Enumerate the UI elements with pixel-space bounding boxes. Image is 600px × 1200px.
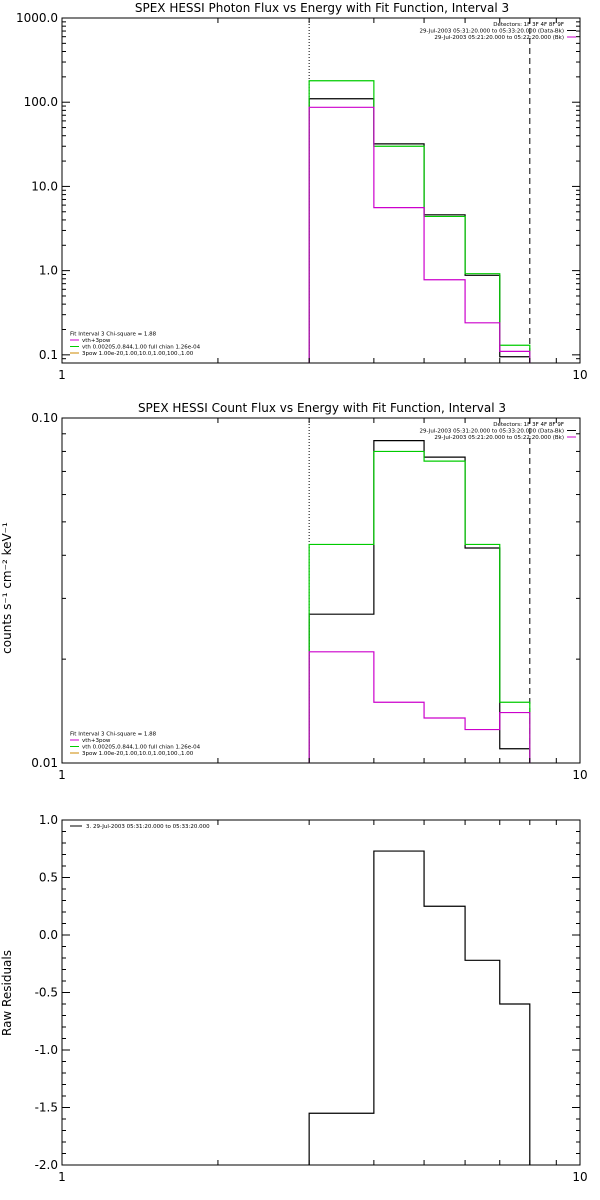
residuals-panel: Raw Residuals -2.0 -1.5 -1.0 -0.5 0.0 0.5 1.0 1… — [0, 813, 588, 1184]
x-tick-label: 10 — [572, 768, 587, 782]
legend-entry: 3. 29-Jul-2003 05:31:20.000 to 05:33:20.… — [86, 824, 210, 830]
y-tick-label: 0.10 — [31, 411, 58, 425]
legend-entry: 3pow 1.00e-20,1.00,10.0,1.00,100.,1.00 — [82, 351, 194, 357]
legend-entry: vth 0.00205,0.844,1.00 full chian 1.26e-… — [82, 745, 201, 751]
histogram-series-0 — [308, 850, 531, 1165]
legend-entry: vth+3pow — [82, 338, 111, 344]
y-tick-label: 0.1 — [39, 348, 58, 362]
photon-flux-panel: SPEX HESSI Photon Flux vs Energy with Fi… — [16, 1, 588, 382]
legend-entry: 29-Jul-2003 05:21:20.000 to 05:22:20.000… — [434, 35, 564, 41]
histogram-series-1 — [308, 450, 531, 763]
y-axis-label: counts s⁻¹ cm⁻² keV⁻¹ — [0, 522, 14, 654]
y-tick-label: 0.0 — [39, 928, 58, 942]
y-tick-label: 1.0 — [39, 813, 58, 827]
x-tick-label: 1 — [58, 368, 66, 382]
axis-ticks: -2.0 -1.5 -1.0 -0.5 0.0 0.5 1.0 1 10 — [35, 813, 588, 1184]
y-tick-label: -1.5 — [35, 1101, 58, 1115]
legend-entry: vth 0.00205,0.844,1.00 full chian 1.26e-… — [82, 345, 201, 351]
legend-entry: 3pow 1.00e-20,1.00,10.0,1.00,100.,1.00 — [82, 751, 194, 757]
axis-ticks: 0.01 0.10 1 10 — [31, 411, 587, 782]
legend-entry: Detectors: 1F 3F 4F 8F 9F — [493, 22, 564, 28]
y-tick-label: -0.5 — [35, 986, 58, 1000]
x-tick-label: 1 — [58, 1170, 66, 1184]
legend-entry: Detectors: 1F 3F 4F 8F 9F — [493, 422, 564, 428]
energy-range-markers — [308, 418, 531, 763]
legend-entry: 29-Jul-2003 05:31:20.000 to 05:33:20.000… — [420, 429, 565, 435]
y-tick-label: -2.0 — [35, 1158, 58, 1172]
x-tick-label: 10 — [572, 368, 587, 382]
plot-frame — [61, 417, 581, 764]
spectrum-histograms — [308, 439, 531, 763]
legend-bottom: Fit Interval 3 Chi-square = 1.88vth+3pow… — [70, 732, 201, 757]
y-tick-label: 10.0 — [31, 179, 58, 193]
legend-entry: Fit Interval 3 Chi-square = 1.88 — [70, 332, 157, 338]
y-tick-label: 100.0 — [24, 95, 58, 109]
histogram-series-0 — [308, 98, 531, 363]
histogram-series-0 — [308, 439, 531, 763]
legend-top: 3. 29-Jul-2003 05:31:20.000 to 05:33:20.… — [70, 824, 210, 830]
legend-entry: vth+3pow — [82, 738, 111, 744]
x-tick-label: 1 — [58, 768, 66, 782]
y-axis-label: Raw Residuals — [0, 950, 14, 1036]
y-tick-label: 0.01 — [31, 756, 58, 770]
x-tick-label: 10 — [572, 1170, 587, 1184]
histogram-series-2 — [308, 106, 531, 363]
legend-entry: Fit Interval 3 Chi-square = 1.88 — [70, 732, 157, 738]
y-tick-label: 1.0 — [39, 264, 58, 278]
histogram-series-1 — [308, 80, 531, 363]
count-flux-panel: SPEX HESSI Count Flux vs Energy with Fit… — [0, 401, 588, 782]
y-tick-label: -1.0 — [35, 1043, 58, 1057]
legend-bottom: Fit Interval 3 Chi-square = 1.88vth+3pow… — [70, 332, 201, 357]
legend-entry: 29-Jul-2003 05:21:20.000 to 05:22:20.000… — [434, 435, 564, 441]
energy-range-markers — [308, 18, 531, 363]
spectrum-histograms — [308, 80, 531, 363]
y-tick-label: 0.5 — [39, 871, 58, 885]
legend-entry: 29-Jul-2003 05:31:20.000 to 05:33:20.000… — [420, 29, 565, 35]
panel-title: SPEX HESSI Photon Flux vs Energy with Fi… — [135, 1, 509, 15]
histogram-series-2 — [308, 651, 531, 763]
panel-title: SPEX HESSI Count Flux vs Energy with Fit… — [138, 401, 506, 415]
y-tick-label: 1000.0 — [16, 11, 58, 25]
axis-ticks: 0.1 1.0 10.0 100.0 1000.0 1 10 — [16, 11, 588, 382]
residual-histogram — [308, 850, 531, 1165]
